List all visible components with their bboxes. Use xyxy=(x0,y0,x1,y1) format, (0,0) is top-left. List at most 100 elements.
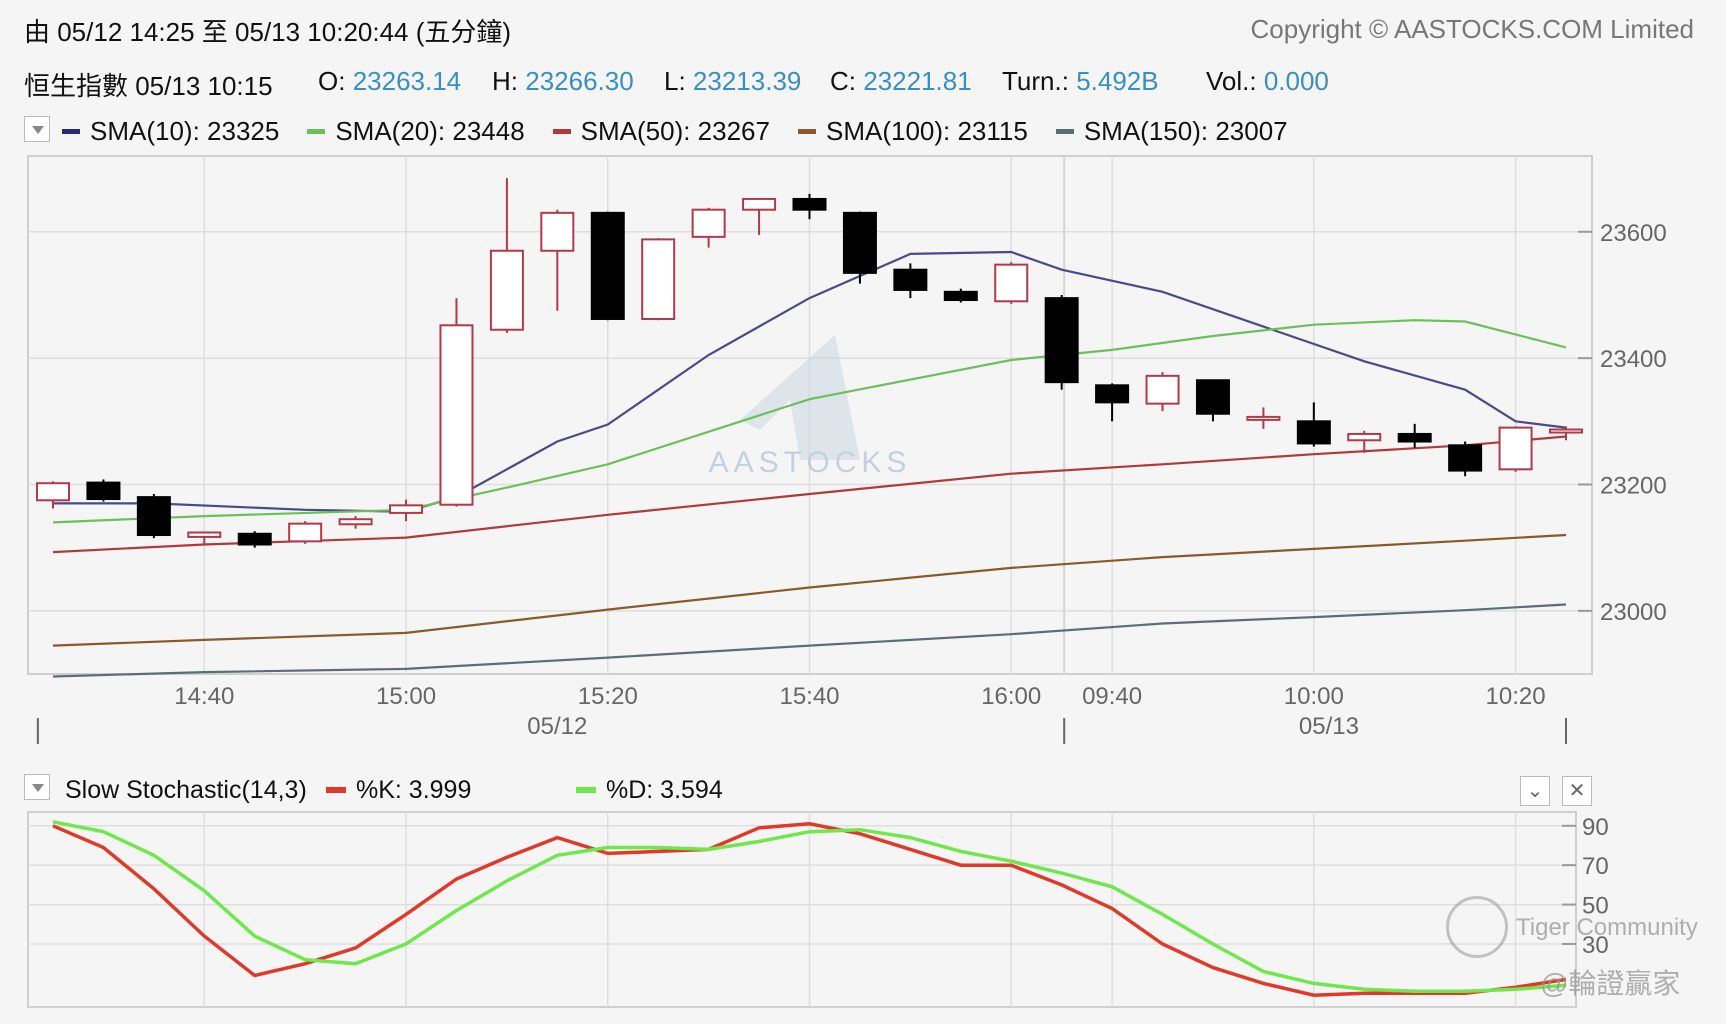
index-name-time: 恒生指數 05/13 10:15 xyxy=(24,71,273,101)
up-candle xyxy=(288,521,323,544)
legend-swatch xyxy=(552,129,571,134)
candle-body xyxy=(1195,379,1230,415)
stochastic-dropdown-button[interactable] xyxy=(24,774,50,800)
candle-body xyxy=(136,496,171,537)
candle-body xyxy=(1397,432,1432,443)
x-tick-label: 10:00 xyxy=(1284,683,1344,710)
close-panel-icon[interactable]: ✕ xyxy=(1562,776,1592,806)
legend-swatch xyxy=(307,129,326,134)
y-tick-label: 23600 xyxy=(1600,220,1667,247)
high-quote: H: 23266.30 xyxy=(492,66,634,97)
collapse-panel-icon[interactable]: ⌄ xyxy=(1520,776,1550,806)
copyright-text: Copyright © AASTOCKS.COM Limited xyxy=(1250,14,1695,44)
date-label: 05/12 xyxy=(527,713,587,740)
turnover-quote: Turn.: 5.492B xyxy=(1002,66,1159,97)
legend-label: SMA(150): 23007 xyxy=(1083,116,1288,146)
down-candle xyxy=(1095,383,1130,422)
x-tick-label: 15:00 xyxy=(376,683,436,710)
x-tick-label: 15:20 xyxy=(578,683,638,710)
candle-body xyxy=(742,197,777,211)
x-tick-label: 15:40 xyxy=(779,683,839,710)
x-tick-label: 16:00 xyxy=(981,683,1041,710)
down-candle xyxy=(1448,441,1483,477)
low-quote: L: 23213.39 xyxy=(664,66,801,97)
candle-body xyxy=(540,211,575,252)
sma-line xyxy=(52,533,1567,647)
up-candle xyxy=(1246,407,1281,429)
legend-swatch xyxy=(62,129,80,134)
up-candle xyxy=(338,516,373,529)
date-label: 05/13 xyxy=(1299,713,1359,740)
up-candle xyxy=(489,178,524,333)
legend-item-sma: SMA(20): 23448 xyxy=(307,116,525,147)
down-candle xyxy=(590,211,625,321)
main-chart-dropdown-button[interactable] xyxy=(24,116,50,142)
candle-body xyxy=(590,211,625,320)
down-candle xyxy=(842,211,877,284)
down-candle xyxy=(86,479,121,502)
down-candle xyxy=(1296,402,1331,447)
up-candle xyxy=(540,209,575,311)
legend-label: SMA(10): 23325 xyxy=(90,116,280,146)
x-tick-label: 14:40 xyxy=(174,683,234,710)
legend-item-sma: SMA(50): 23267 xyxy=(552,116,770,147)
legend-item-sma: SMA(150): 23007 xyxy=(1055,116,1288,147)
y-tick-label: 90 xyxy=(1582,814,1609,841)
candle-body xyxy=(1549,428,1583,434)
open-quote: O: 23263.14 xyxy=(318,66,461,97)
open-value: 23263.14 xyxy=(352,66,462,96)
volume-quote: Vol.: 0.000 xyxy=(1206,66,1329,97)
candle-body xyxy=(36,482,70,502)
candle-body xyxy=(1095,384,1130,404)
x-tick-label: 10:20 xyxy=(1486,683,1546,710)
candle-body xyxy=(439,324,474,506)
down-candle xyxy=(1195,379,1230,422)
y-tick-label: 70 xyxy=(1582,853,1609,880)
up-candle xyxy=(691,207,726,248)
candle-body xyxy=(1145,374,1180,405)
high-value: 23266.30 xyxy=(525,66,634,96)
up-candle xyxy=(1498,426,1533,472)
up-candle xyxy=(439,298,474,507)
d-line xyxy=(52,820,1567,993)
y-tick-label: 30 xyxy=(1582,932,1609,959)
down-candle xyxy=(136,493,171,539)
up-candle xyxy=(389,499,424,522)
candle-body xyxy=(994,263,1029,303)
close-label: C: xyxy=(830,66,856,96)
candle-body xyxy=(893,268,928,291)
tiger-community-watermark: Tiger Community xyxy=(1516,914,1698,941)
open-label: O: xyxy=(318,66,346,96)
tiger-handle-watermark: @輪證贏家 xyxy=(1540,968,1681,999)
legend-label: SMA(50): 23267 xyxy=(580,116,770,146)
main-chart-legend: SMA(10): 23325 SMA(20): 23448 SMA(50): 232… xyxy=(62,116,1316,147)
time-range-text: 由 05/12 14:25 至 05/13 10:20:44 (五分鐘) xyxy=(24,17,512,47)
sma-line xyxy=(52,603,1567,678)
stochastic-plot-area xyxy=(27,811,1577,1008)
k-legend-label: %K: 3.999 xyxy=(356,776,472,804)
up-candle xyxy=(1549,426,1583,441)
legend-label: SMA(100): 23115 xyxy=(825,116,1028,146)
candle-body xyxy=(86,481,121,501)
candle-body xyxy=(1347,432,1382,442)
up-candle xyxy=(742,197,777,235)
turnover-value: 5.492B xyxy=(1076,66,1159,96)
candle-body xyxy=(792,197,827,211)
volume-label: Vol.: xyxy=(1206,66,1257,96)
up-candle xyxy=(994,262,1029,304)
legend-item-sma: SMA(10): 23325 xyxy=(62,116,279,147)
candle-body xyxy=(1296,420,1331,445)
up-candle xyxy=(1145,372,1180,412)
legend-swatch xyxy=(797,129,816,134)
low-value: 23213.39 xyxy=(692,66,802,96)
x-tick-label: 09:40 xyxy=(1082,683,1142,710)
candle-body xyxy=(943,290,978,302)
k-legend-swatch xyxy=(326,787,346,793)
candle-body xyxy=(338,518,373,526)
legend-swatch xyxy=(1055,129,1074,134)
legend-item-sma: SMA(100): 23115 xyxy=(797,116,1028,147)
low-label: L: xyxy=(664,66,686,96)
turnover-label: Turn.: xyxy=(1002,66,1069,96)
candle-body xyxy=(389,504,424,514)
